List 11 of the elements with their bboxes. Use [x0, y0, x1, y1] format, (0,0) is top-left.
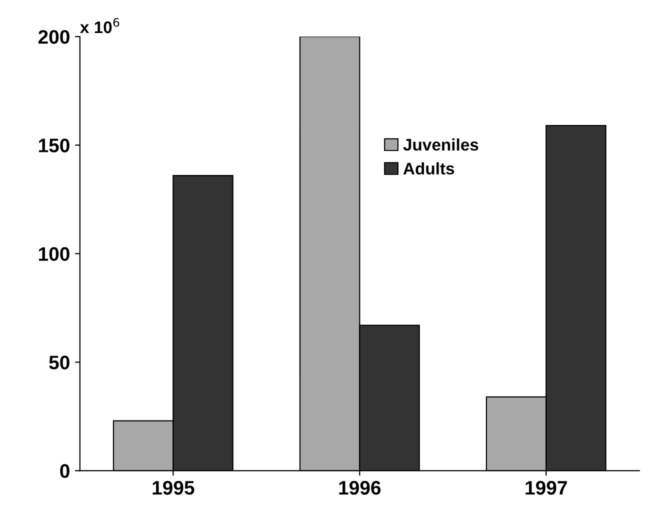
x-tick-label: 1995 [152, 480, 194, 495]
text: x 10$^{6}$ [80, 18, 120, 34]
legend-label: Adults [403, 162, 454, 175]
y-tick-label: 200 [38, 30, 70, 44]
x-tick-label: 1997 [526, 480, 567, 495]
y-tick-label: 50 [49, 356, 70, 370]
y-tick-label: 100 [38, 247, 70, 261]
x-tick-label: 1996 [339, 480, 381, 495]
legend-label: Juveniles [403, 138, 478, 151]
y-tick-label: 0 [60, 464, 70, 478]
y-tick-label: 150 [38, 138, 70, 152]
